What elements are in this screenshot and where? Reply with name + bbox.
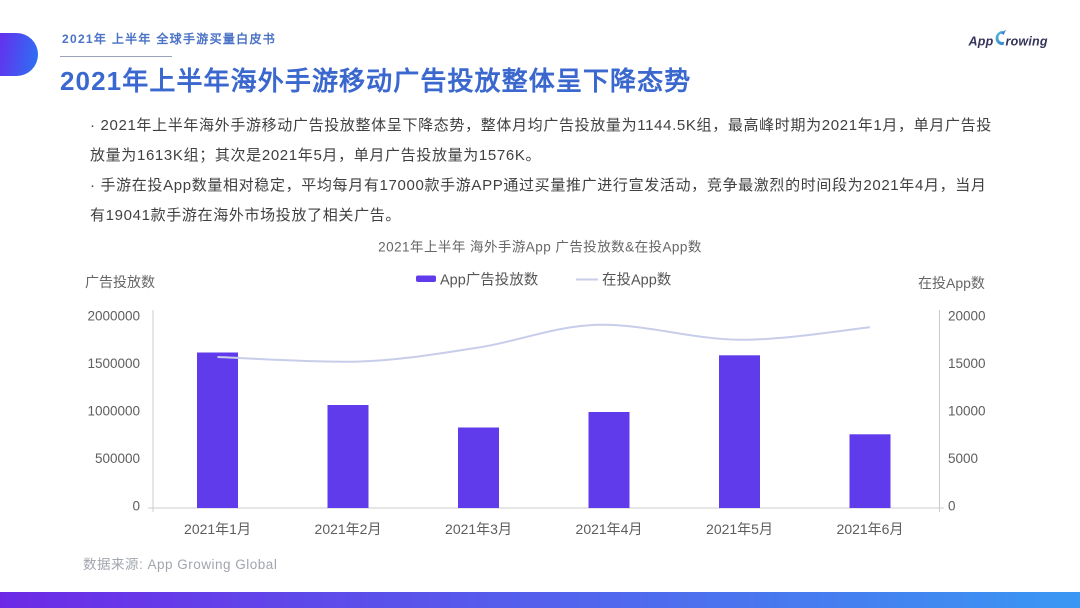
svg-text:2021年6月: 2021年6月 — [837, 521, 904, 537]
svg-text:20000: 20000 — [948, 308, 986, 323]
svg-text:0: 0 — [948, 499, 956, 514]
svg-text:App广告投放数: App广告投放数 — [440, 272, 539, 289]
svg-text:5000: 5000 — [948, 451, 978, 466]
svg-text:15000: 15000 — [948, 356, 986, 371]
svg-text:App: App — [968, 35, 994, 49]
svg-text:广告投放数: 广告投放数 — [85, 274, 155, 290]
svg-text:1500000: 1500000 — [87, 356, 140, 371]
svg-text:2021年上半年 海外手游App 广告投放数&在投App数: 2021年上半年 海外手游App 广告投放数&在投App数 — [378, 240, 702, 255]
svg-text:rowing: rowing — [1006, 35, 1048, 49]
svg-text:2021年3月: 2021年3月 — [445, 521, 512, 537]
svg-text:2021年1月: 2021年1月 — [184, 521, 251, 537]
svg-text:10000: 10000 — [948, 404, 986, 419]
svg-text:在投App数: 在投App数 — [918, 275, 985, 291]
svg-text:1000000: 1000000 — [87, 404, 140, 419]
svg-text:0: 0 — [132, 499, 140, 514]
svg-text:2021年2月: 2021年2月 — [315, 521, 382, 537]
svg-text:2000000: 2000000 — [87, 308, 140, 323]
svg-text:2021年4月: 2021年4月 — [576, 521, 643, 537]
svg-text:500000: 500000 — [95, 451, 140, 466]
svg-text:在投App数: 在投App数 — [602, 272, 672, 289]
svg-text:2021年5月: 2021年5月 — [706, 521, 773, 537]
